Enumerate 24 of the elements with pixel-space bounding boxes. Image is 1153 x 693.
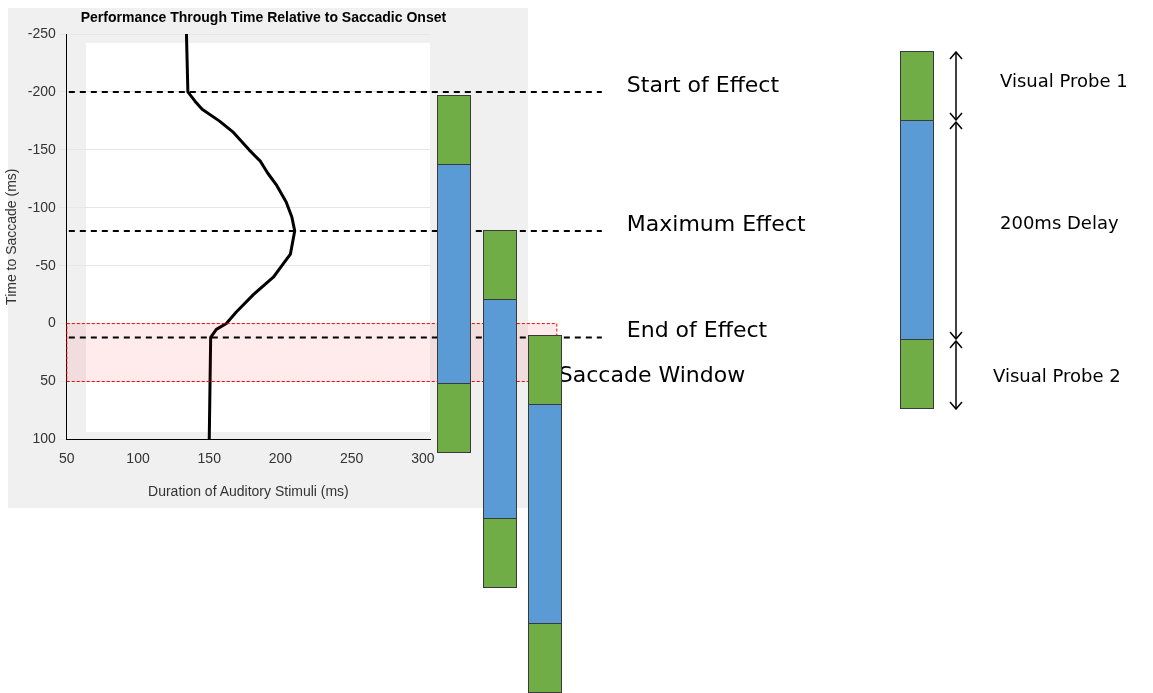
ref-line-label: Maximum Effect bbox=[626, 210, 806, 236]
y-tick-label: -100 bbox=[27, 198, 57, 215]
ref-line-label: Start of Effect bbox=[626, 71, 780, 97]
chart-title: Performance Through Time Relative to Saccadic Onset bbox=[80, 8, 447, 25]
y-tick-label: 100 bbox=[32, 430, 57, 447]
text: Visual Probe 1 bbox=[1000, 70, 1128, 91]
y-tick-label: -150 bbox=[27, 140, 57, 157]
y-tick-label: -200 bbox=[27, 82, 57, 99]
x-tick-label: 100 bbox=[126, 449, 150, 466]
y-tick-label: -50 bbox=[35, 256, 57, 273]
text: 200ms Delay bbox=[1000, 212, 1119, 233]
band-label: Saccade Window bbox=[558, 362, 746, 388]
x-axis-title: Duration of Auditory Stimuli (ms) bbox=[148, 483, 349, 500]
x-tick-label: 200 bbox=[268, 449, 293, 466]
y-tick-label: 0 bbox=[48, 314, 57, 331]
x-tick-label: 50 bbox=[59, 449, 75, 466]
x-tick-label: 150 bbox=[197, 449, 222, 466]
ref-line-label: End of Effect bbox=[626, 317, 768, 343]
x-tick-label: 300 bbox=[411, 449, 435, 466]
text: Visual Probe 2 bbox=[993, 365, 1121, 386]
x-tick-label: 250 bbox=[339, 449, 364, 466]
y-tick-label: 50 bbox=[40, 372, 57, 389]
y-tick-label: -250 bbox=[27, 24, 57, 41]
y-axis-title: Time to Saccade (ms) bbox=[3, 168, 20, 305]
